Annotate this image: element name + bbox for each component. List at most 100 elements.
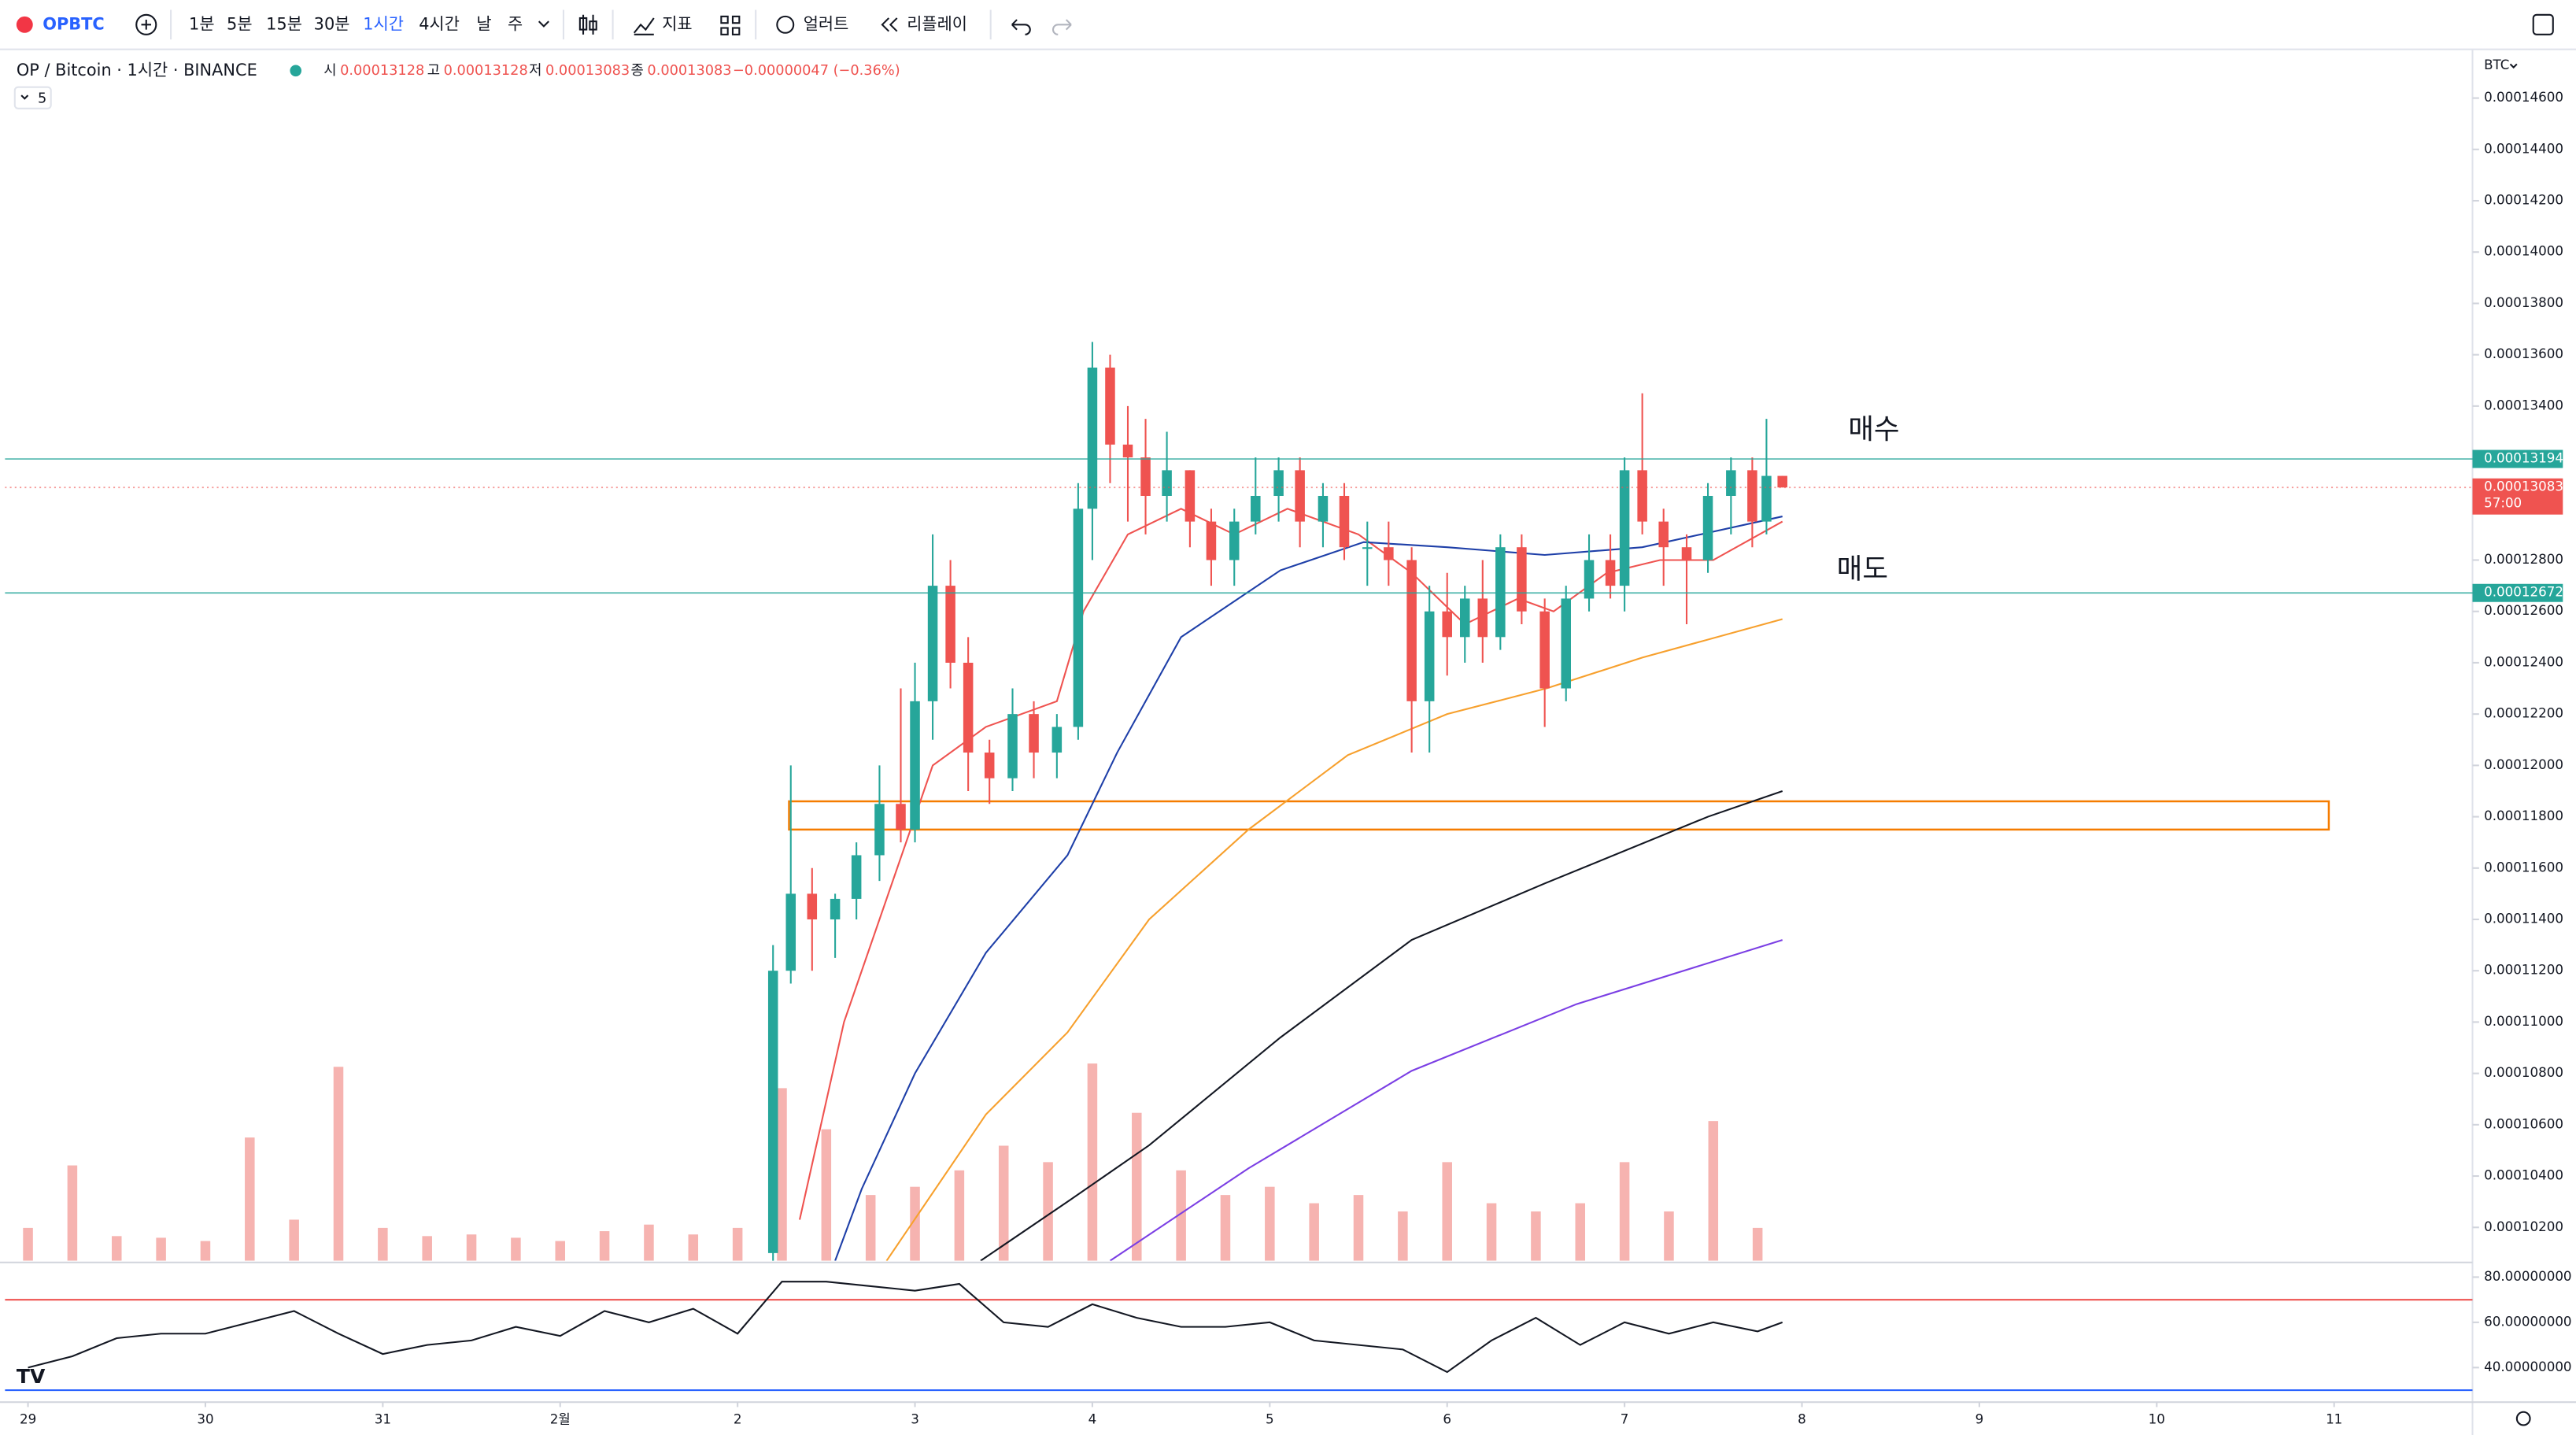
- rsi-tick-label: 60.00000000: [2484, 1313, 2571, 1329]
- volume-bar: [599, 1231, 610, 1261]
- y-tick-label: 0.00011000: [2484, 1013, 2563, 1029]
- candle-body: [1681, 547, 1692, 560]
- y-tick-label: 0.00010600: [2484, 1115, 2563, 1131]
- volume-bar: [1265, 1186, 1275, 1261]
- y-tick-label: 0.00014600: [2484, 89, 2563, 105]
- candle-body: [1747, 470, 1757, 522]
- volume-bar: [1087, 1063, 1098, 1261]
- settings[interactable]: [2515, 1411, 2531, 1426]
- ohlc-label: 저: [529, 62, 541, 79]
- candle-body: [1185, 470, 1196, 522]
- candle-body: [1087, 367, 1098, 509]
- add-symbol[interactable]: [135, 13, 157, 35]
- add-icon: [141, 20, 152, 30]
- x-tick-label: 5: [1266, 1411, 1274, 1427]
- candle-body: [1051, 727, 1063, 753]
- candle-body: [1442, 611, 1452, 638]
- indicators[interactable]: 지표: [662, 14, 692, 33]
- interval[interactable]: 1시간: [363, 14, 404, 33]
- volume-bar: [910, 1186, 920, 1261]
- collapse-button[interactable]: [13, 86, 52, 109]
- alert[interactable]: 얼러트: [804, 14, 849, 33]
- y-tick-label: 0.00012600: [2484, 602, 2563, 618]
- y-tick-label: 0.00011600: [2484, 859, 2563, 875]
- symbol[interactable]: OPBTC: [43, 14, 104, 33]
- candle-body: [1162, 470, 1172, 496]
- volume-bar: [1132, 1112, 1142, 1261]
- y-tick-label: 0.00010400: [2484, 1167, 2563, 1183]
- candle-body: [1229, 521, 1240, 560]
- y-tick-label: 0.00010200: [2484, 1219, 2563, 1234]
- volume-bar: [1486, 1203, 1497, 1261]
- candle-body: [807, 893, 818, 919]
- currency[interactable]: BTC: [2484, 57, 2509, 72]
- ohlc-label: 시: [323, 63, 336, 79]
- interval[interactable]: 1분: [189, 14, 214, 33]
- x-tick-label: 10: [2149, 1411, 2165, 1427]
- annotation-sell: 매도: [1837, 553, 1888, 586]
- replay[interactable]: 리플레이: [907, 14, 967, 33]
- redo[interactable]: [1051, 19, 1072, 35]
- x-tick-label: 4: [1088, 1411, 1097, 1427]
- y-tick-label: 0.00013400: [2484, 397, 2563, 412]
- y-tick-label: 0.00013600: [2484, 346, 2563, 361]
- candle-body: [767, 971, 778, 1253]
- tv-logo: TV: [17, 1365, 46, 1388]
- x-tick-label: 6: [1443, 1411, 1451, 1427]
- volume-bar: [289, 1219, 299, 1261]
- candle-body: [1295, 470, 1305, 522]
- countdown: 57:00: [2484, 495, 2522, 511]
- volume-bar: [1353, 1195, 1364, 1261]
- interval[interactable]: 주: [508, 14, 523, 33]
- candle-body: [1726, 470, 1736, 496]
- ohlc-label: 종: [631, 63, 644, 79]
- alert-icon[interactable]: [776, 15, 795, 34]
- volume-bar: [466, 1234, 477, 1261]
- ohlc-value: 0.00013083: [545, 63, 630, 79]
- volume-bar: [156, 1237, 166, 1261]
- interval[interactable]: 5분: [227, 14, 252, 33]
- interval[interactable]: 4시간: [419, 14, 460, 33]
- legend-title: OP / Bitcoin · 1시간 · BINANCE: [17, 61, 257, 80]
- x-tick-label: 9: [1975, 1411, 1984, 1427]
- volume-bar: [1309, 1203, 1319, 1261]
- volume-bar: [200, 1241, 211, 1261]
- price-tag: [2472, 478, 2563, 515]
- indicator-icon[interactable]: [633, 17, 655, 35]
- candle-body: [1206, 521, 1217, 560]
- fullscreen[interactable]: [2532, 13, 2554, 35]
- candle-body: [1702, 495, 1713, 560]
- status-dot: [290, 65, 302, 77]
- volume-bar: [1398, 1211, 1408, 1261]
- volume-bar: [1442, 1162, 1452, 1261]
- layout-icon[interactable]: [720, 15, 741, 35]
- ohlc-label: 고: [427, 63, 440, 79]
- chart-type[interactable]: [578, 17, 588, 31]
- indicator-count[interactable]: 5: [38, 91, 46, 106]
- volume-bar: [954, 1170, 965, 1261]
- volume-bar: [23, 1227, 33, 1261]
- interval-menu[interactable]: [538, 20, 549, 28]
- x-tick-label: 30: [197, 1411, 213, 1427]
- candle-body: [1777, 475, 1787, 488]
- volume-bar: [865, 1195, 876, 1261]
- interval[interactable]: 30분: [314, 14, 350, 33]
- volume-bar: [422, 1236, 432, 1261]
- interval[interactable]: 15분: [266, 14, 302, 33]
- candle-body: [1122, 444, 1133, 458]
- candle-body: [1539, 611, 1550, 689]
- rsi-line: [28, 1281, 1783, 1374]
- candle-body: [1495, 547, 1506, 638]
- candle-body: [910, 701, 920, 830]
- moving-average: [1109, 939, 1783, 1261]
- undo[interactable]: [1011, 19, 1031, 35]
- candle-body: [1584, 560, 1595, 599]
- price-tag-label: 0.00013194: [2484, 450, 2563, 466]
- volume-bar: [1043, 1162, 1053, 1261]
- candle-body: [927, 586, 938, 701]
- zone: [788, 800, 2330, 831]
- x-tick-label: 11: [2326, 1411, 2342, 1427]
- replay-icon[interactable]: [881, 17, 898, 32]
- interval[interactable]: 날: [476, 14, 491, 33]
